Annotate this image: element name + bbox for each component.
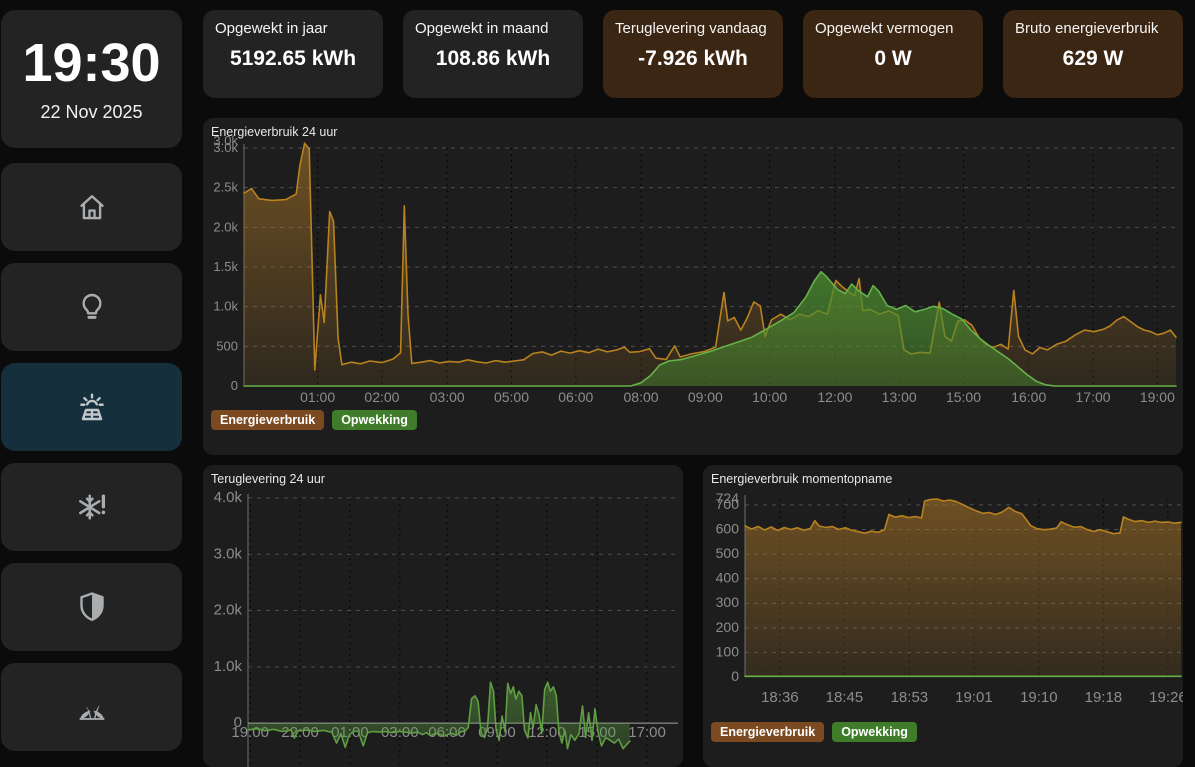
- svg-text:500: 500: [216, 338, 238, 353]
- svg-text:18:45: 18:45: [826, 689, 864, 706]
- svg-text:0: 0: [731, 668, 739, 684]
- legend-pill-energieverbruik[interactable]: Energieverbruik: [711, 722, 825, 742]
- svg-text:13:00: 13:00: [882, 389, 917, 405]
- svg-text:19:00: 19:00: [1140, 389, 1175, 405]
- sidebar-item-home[interactable]: [1, 163, 182, 251]
- legend-pill-opwekking[interactable]: Opwekking: [332, 410, 417, 430]
- sidebar-item-climate-alert[interactable]: [1, 463, 182, 551]
- stat-card-opgewekt-vermogen: Opgewekt vermogen 0 W: [803, 10, 983, 98]
- chart-card-energieverbruik-momentopname: Energieverbruik momentopname 18:36 18:45 1…: [703, 465, 1183, 767]
- chart-card-teruglevering-24u: Teruglevering 24 uur 19:0022:0001:0003:0…: [203, 465, 683, 767]
- svg-text:300: 300: [716, 594, 740, 610]
- stat-value: 5192.65 kWh: [229, 47, 357, 70]
- chart-legend: Energieverbruik Opwekking: [211, 410, 417, 430]
- svg-text:16:00: 16:00: [1011, 389, 1046, 405]
- stat-card-bruto-energieverbruik: Bruto energieverbruik 629 W: [1003, 10, 1183, 98]
- svg-text:0: 0: [231, 378, 238, 393]
- svg-text:2.5k: 2.5k: [213, 180, 238, 195]
- svg-text:100: 100: [716, 643, 740, 659]
- legend-pill-opwekking[interactable]: Opwekking: [832, 722, 917, 742]
- svg-text:1.0k: 1.0k: [213, 299, 238, 314]
- svg-text:200: 200: [716, 619, 740, 635]
- svg-text:03:00: 03:00: [430, 389, 465, 405]
- chart-legend: Energieverbruik Opwekking: [711, 722, 917, 742]
- svg-text:12:00: 12:00: [528, 724, 566, 741]
- svg-text:18:53: 18:53: [891, 689, 929, 706]
- snowflake-alert-icon: [78, 494, 105, 520]
- stat-value: 629 W: [1062, 47, 1124, 70]
- stat-card-opgewekt-maand: Opgewekt in maand 108.86 kWh: [403, 10, 583, 98]
- svg-text:1.5k: 1.5k: [213, 259, 238, 274]
- chart-title: Energieverbruik 24 uur: [211, 125, 338, 139]
- momentopname-chart-svg: 18:36 18:45 18:53 19:01 19:10 19:18 19:26 0 100 2…: [716, 490, 1183, 706]
- stat-label: Teruglevering vandaag: [615, 20, 767, 37]
- svg-text:08:00: 08:00: [624, 389, 659, 405]
- stat-label: Bruto energieverbruik: [1015, 20, 1159, 37]
- chart-title: Energieverbruik momentopname: [711, 472, 893, 486]
- sidebar-item-lights[interactable]: [1, 263, 182, 351]
- svg-text:01:00: 01:00: [300, 389, 335, 405]
- svg-text:600: 600: [716, 520, 740, 536]
- stat-label: Opgewekt in maand: [415, 20, 549, 37]
- svg-text:2.0k: 2.0k: [213, 219, 238, 234]
- svg-text:500: 500: [716, 545, 740, 561]
- lightbulb-icon: [81, 293, 102, 319]
- svg-text:400: 400: [716, 570, 740, 586]
- stat-value: -7.926 kWh: [638, 47, 748, 70]
- stat-value: 0 W: [874, 47, 912, 70]
- stat-card-teruglevering-vandaag: Teruglevering vandaag -7.926 kWh: [603, 10, 783, 98]
- svg-text:3.0k: 3.0k: [213, 133, 238, 148]
- svg-text:05:00: 05:00: [494, 389, 529, 405]
- energieverbruik-24u-plot[interactable]: 01:00 02:00 03:00 05:00 06:00 08:00 09:00 10:00…: [203, 118, 1183, 455]
- grass-icon: [78, 704, 105, 720]
- chart-title: Teruglevering 24 uur: [211, 472, 325, 486]
- stats-row: Opgewekt in jaar 5192.65 kWh Opgewekt in…: [203, 10, 1183, 98]
- solar-panel-icon: [79, 393, 104, 421]
- energieverbruik-momentopname-plot[interactable]: 18:36 18:45 18:53 19:01 19:10 19:18 19:26 0 100 2…: [703, 465, 1183, 767]
- clock-card: 19:30 22 Nov 2025: [1, 10, 182, 148]
- svg-text:09:00: 09:00: [688, 389, 723, 405]
- svg-text:17:00: 17:00: [1076, 389, 1111, 405]
- main-chart-svg: 01:00 02:00 03:00 05:00 06:00 08:00 09:00 10:00…: [213, 133, 1177, 405]
- stat-value: 108.86 kWh: [435, 47, 551, 70]
- teruglevering-24u-plot[interactable]: 19:0022:0001:0003:0006:0009:0012:0015:00…: [203, 465, 683, 767]
- svg-text:19:26: 19:26: [1149, 689, 1183, 706]
- svg-text:3.0k: 3.0k: [213, 140, 238, 155]
- clock-time: 19:30: [22, 32, 161, 93]
- svg-text:1.0k: 1.0k: [214, 658, 243, 675]
- svg-text:17:00: 17:00: [628, 724, 666, 741]
- stat-label: Opgewekt vermogen: [815, 20, 954, 37]
- svg-text:15:00: 15:00: [946, 389, 981, 405]
- sidebar: 19:30 22 Nov 2025: [1, 10, 182, 763]
- svg-text:06:00: 06:00: [558, 389, 593, 405]
- teruglevering-chart-svg: 19:0022:0001:0003:0006:0009:0012:0015:00…: [214, 489, 678, 767]
- sidebar-item-garden[interactable]: [1, 663, 182, 751]
- legend-pill-energieverbruik[interactable]: Energieverbruik: [211, 410, 325, 430]
- sidebar-item-solar[interactable]: [1, 363, 182, 451]
- svg-text:4.0k: 4.0k: [214, 489, 243, 506]
- svg-text:3.0k: 3.0k: [214, 545, 243, 562]
- shield-icon: [79, 592, 104, 621]
- svg-text:700: 700: [716, 496, 740, 512]
- chart-card-energieverbruik-24u: Energieverbruik 24 uur 01:00 02:00 03:00 05…: [203, 118, 1183, 455]
- home-icon: [79, 195, 104, 220]
- svg-text:10:00: 10:00: [752, 389, 787, 405]
- svg-text:2.0k: 2.0k: [214, 602, 243, 619]
- svg-text:19:01: 19:01: [955, 689, 993, 706]
- stat-card-opgewekt-jaar: Opgewekt in jaar 5192.65 kWh: [203, 10, 383, 98]
- clock-date: 22 Nov 2025: [40, 101, 143, 122]
- svg-text:19:10: 19:10: [1020, 689, 1058, 706]
- svg-text:0: 0: [234, 714, 242, 731]
- svg-text:724: 724: [716, 490, 740, 506]
- svg-text:02:00: 02:00: [364, 389, 399, 405]
- svg-text:12:00: 12:00: [817, 389, 852, 405]
- svg-text:19:18: 19:18: [1085, 689, 1123, 706]
- svg-text:18:36: 18:36: [761, 689, 799, 706]
- sidebar-item-security[interactable]: [1, 563, 182, 651]
- stat-label: Opgewekt in jaar: [215, 20, 328, 37]
